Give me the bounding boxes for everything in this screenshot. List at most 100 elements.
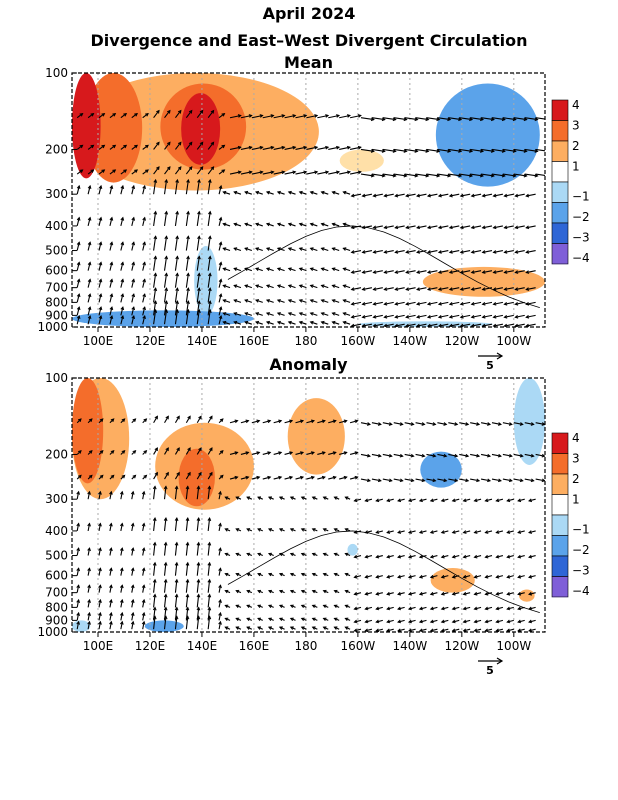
- circulation-vector: [218, 169, 225, 175]
- vector-head: [163, 606, 168, 611]
- vector-head: [525, 225, 530, 230]
- vector-head: [255, 320, 260, 325]
- circulation-vector: [98, 585, 101, 593]
- circulation-vector: [427, 270, 438, 274]
- vector-head: [87, 611, 91, 616]
- vector-head: [501, 173, 506, 178]
- vector-head: [218, 216, 223, 221]
- vector-head: [281, 145, 286, 150]
- vector-head: [87, 278, 92, 283]
- vector-head: [267, 451, 272, 455]
- vector-head: [394, 193, 399, 198]
- circulation-vector: [449, 301, 460, 305]
- vector-head: [523, 149, 528, 153]
- circulation-vector: [196, 579, 200, 593]
- circulation-vector: [164, 166, 171, 175]
- vector-head: [143, 418, 148, 423]
- circulation-vector: [163, 256, 168, 271]
- vector-head: [503, 225, 508, 230]
- circulation-vector: [266, 267, 274, 272]
- vector-head: [141, 490, 146, 495]
- circulation-vector: [504, 193, 514, 197]
- circulation-vector: [384, 323, 394, 327]
- circulation-vector: [131, 585, 134, 593]
- vector-head: [142, 293, 146, 298]
- circulation-vector: [339, 420, 347, 424]
- circulation-vector: [153, 179, 157, 195]
- vector-head: [470, 270, 475, 274]
- circulation-vector: [321, 284, 329, 289]
- vector-head: [76, 278, 81, 283]
- circulation-vector: [408, 606, 416, 610]
- vector-head: [465, 422, 470, 426]
- vector-head: [346, 145, 351, 150]
- vector-head: [245, 451, 250, 455]
- circulation-vector: [463, 628, 471, 632]
- circulation-vector: [174, 142, 182, 150]
- circulation-vector: [234, 191, 242, 195]
- vector-head: [357, 145, 362, 150]
- vector-head: [320, 312, 325, 316]
- colorbar-swatch: [551, 514, 569, 536]
- vector-head: [350, 250, 355, 254]
- vector-head: [366, 478, 372, 483]
- vector-head: [245, 419, 250, 424]
- vector-head: [265, 312, 270, 316]
- circulation-vector: [360, 173, 374, 177]
- vector-head: [186, 287, 190, 292]
- vector-head: [300, 528, 305, 532]
- vector-head: [257, 589, 262, 594]
- vector-head: [87, 490, 91, 495]
- circulation-vector: [482, 314, 493, 318]
- vector-head: [530, 422, 535, 426]
- x-tick-label: 120W: [444, 334, 479, 348]
- panel-title: Mean: [284, 53, 333, 72]
- vector-head: [276, 299, 281, 303]
- circulation-vector: [493, 270, 504, 274]
- vector-head: [492, 193, 497, 198]
- circulation-vector: [496, 592, 504, 595]
- vector-head: [514, 270, 519, 274]
- vector-head: [383, 287, 388, 291]
- vector-head: [130, 598, 135, 603]
- circulation-vector: [218, 185, 222, 195]
- vector-head: [397, 628, 402, 632]
- circulation-vector: [491, 148, 505, 152]
- circulation-vector: [507, 498, 514, 502]
- vector-head: [265, 267, 270, 271]
- circulation-vector: [502, 117, 516, 121]
- circulation-vector: [471, 323, 482, 327]
- circulation-vector: [504, 301, 514, 305]
- circulation-vector: [471, 314, 482, 318]
- circulation-vector: [493, 314, 504, 318]
- vector-head: [322, 589, 327, 594]
- circulation-vector: [207, 179, 211, 195]
- circulation-vector: [142, 599, 145, 608]
- vector-head: [218, 293, 223, 298]
- x-tick-label: 100W: [496, 334, 531, 348]
- vector-head: [224, 528, 229, 532]
- vector-head: [76, 261, 81, 266]
- circulation-vector: [459, 173, 473, 177]
- circulation-vector: [452, 530, 460, 534]
- x-tick-label: 120W: [444, 639, 479, 653]
- vector-head: [490, 149, 495, 153]
- circulation-vector: [408, 530, 416, 534]
- circulation-vector: [463, 619, 471, 623]
- vector-head: [237, 145, 242, 150]
- circulation-vector: [153, 166, 160, 175]
- vector-head: [87, 584, 91, 589]
- circulation-vector: [120, 262, 124, 271]
- vector-head: [353, 606, 358, 611]
- vector-head: [366, 422, 372, 426]
- circulation-vector: [507, 628, 514, 632]
- circulation-vector: [87, 523, 91, 532]
- circulation-vector: [185, 256, 189, 271]
- circulation-vector: [515, 323, 525, 327]
- vector-head: [123, 169, 128, 173]
- circulation-vector: [406, 314, 416, 318]
- vector-head: [426, 314, 431, 319]
- circulation-vector: [163, 236, 168, 251]
- vector-head: [77, 450, 82, 454]
- circulation-vector: [266, 312, 274, 316]
